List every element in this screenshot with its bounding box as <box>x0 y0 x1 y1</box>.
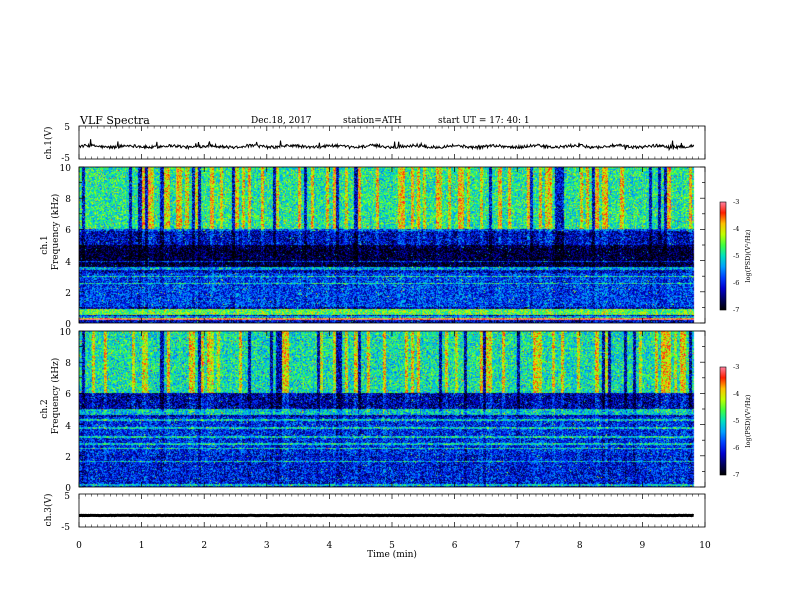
time-tick-label: 2 <box>201 541 207 551</box>
ch2-spectrogram-panel: 10 8 6 4 2 0 Frequency (kHz) ch.2 -3 -4 … <box>40 328 752 494</box>
ch2-spectrogram-image <box>79 331 705 487</box>
ch2-spectrogram-ticks <box>78 330 706 488</box>
start-time-label: start UT = 17: 40: 1 <box>438 116 530 126</box>
ch2-freq-tick-4: 4 <box>65 422 71 432</box>
ch1-colorbar <box>719 201 727 311</box>
ch1-freq-tick-2: 2 <box>65 289 71 299</box>
ch1-colorbar-tick-m3: -3 <box>733 198 739 206</box>
date-label: Dec.18, 2017 <box>251 116 312 126</box>
ch1-spectrogram-ticks <box>78 166 706 324</box>
ch1-colorbar-tick-m7: -7 <box>733 306 739 314</box>
time-tick-label: 6 <box>452 541 458 551</box>
ch1-colorbar-tick-m5: -5 <box>733 252 739 260</box>
ch1-colorbar-tick-m6: -6 <box>733 279 739 287</box>
time-tick-label: 8 <box>577 541 583 551</box>
time-tick-label: 1 <box>139 541 145 551</box>
ch2-colorbar-tick-m6: -6 <box>733 444 739 452</box>
figure-title: VLF Spectra <box>79 114 150 127</box>
ch1-spectrogram-panel: 10 8 6 4 2 0 Frequency (kHz) ch.1 -3 -4 … <box>40 164 752 330</box>
time-tick-label: 3 <box>264 541 270 551</box>
ch2-colorbar-label: log(PSD)(V²/Hz) <box>744 394 752 447</box>
ch2-colorbar-tick-m5: -5 <box>733 417 739 425</box>
ch2-colorbar-tick-m3: -3 <box>733 363 739 371</box>
ch3-ytick-top: 5 <box>64 492 70 502</box>
station-label: station=ATH <box>343 116 402 126</box>
ch2-freq-tick-10: 10 <box>60 328 72 338</box>
time-tick-label: 0 <box>76 541 82 551</box>
ch3-waveform-ylabel: ch.3(V) <box>43 494 54 527</box>
ch2-freq-tick-2: 2 <box>65 453 71 463</box>
time-tick-label: 10 <box>699 541 711 551</box>
ch1-colorbar-tick-m4: -4 <box>733 225 739 233</box>
ch1-freq-tick-8: 8 <box>65 195 71 205</box>
time-axis-label: Time (min) <box>367 549 417 560</box>
time-axis-tick-labels: 0 1 2 3 4 5 6 7 8 9 10 <box>76 541 711 551</box>
ch1-waveform-xticks <box>78 126 706 159</box>
time-tick-label: 4 <box>327 541 333 551</box>
ch2-colorbar-tick-m7: -7 <box>733 471 739 479</box>
ch1-freq-tick-10: 10 <box>60 164 72 174</box>
ch2-spectrogram-ylabel: Frequency (kHz) <box>50 358 61 435</box>
time-tick-label: 5 <box>389 541 395 551</box>
ch3-waveform-panel: 5 -5 ch.3(V) 0 1 2 3 4 5 6 7 8 9 10 Time (min) <box>43 492 711 560</box>
ch2-freq-tick-6: 6 <box>65 390 71 400</box>
ch1-ytick-bottom: -5 <box>61 154 70 164</box>
ch3-waveform-xticks <box>78 494 706 527</box>
time-tick-label: 7 <box>514 541 520 551</box>
ch2-freq-tick-8: 8 <box>65 359 71 369</box>
ch1-spectrogram-ylabel: Frequency (kHz) <box>50 194 61 271</box>
ch2-freq-tick-0: 0 <box>65 484 71 494</box>
ch1-freq-tick-0: 0 <box>65 320 71 330</box>
ch1-spectrogram-channel-label: ch.1 <box>40 235 50 254</box>
ch1-freq-tick-6: 6 <box>65 226 71 236</box>
ch1-freq-tick-4: 4 <box>65 258 71 268</box>
ch1-waveform-ylabel: ch.1(V) <box>43 127 54 160</box>
ch1-spectrogram-image <box>79 167 705 323</box>
ch2-colorbar <box>719 366 727 476</box>
ch1-ytick-top: 5 <box>64 123 70 133</box>
time-tick-label: 9 <box>640 541 646 551</box>
ch2-colorbar-tick-m4: -4 <box>733 390 739 398</box>
ch1-colorbar-label: log(PSD)(V²/Hz) <box>744 229 752 282</box>
ch3-ytick-bottom: -5 <box>61 523 70 533</box>
ch1-waveform-trace <box>78 139 695 152</box>
ch2-spectrogram-channel-label: ch.2 <box>40 399 50 418</box>
ch1-waveform-panel: 5 -5 ch.1(V) <box>43 123 706 164</box>
